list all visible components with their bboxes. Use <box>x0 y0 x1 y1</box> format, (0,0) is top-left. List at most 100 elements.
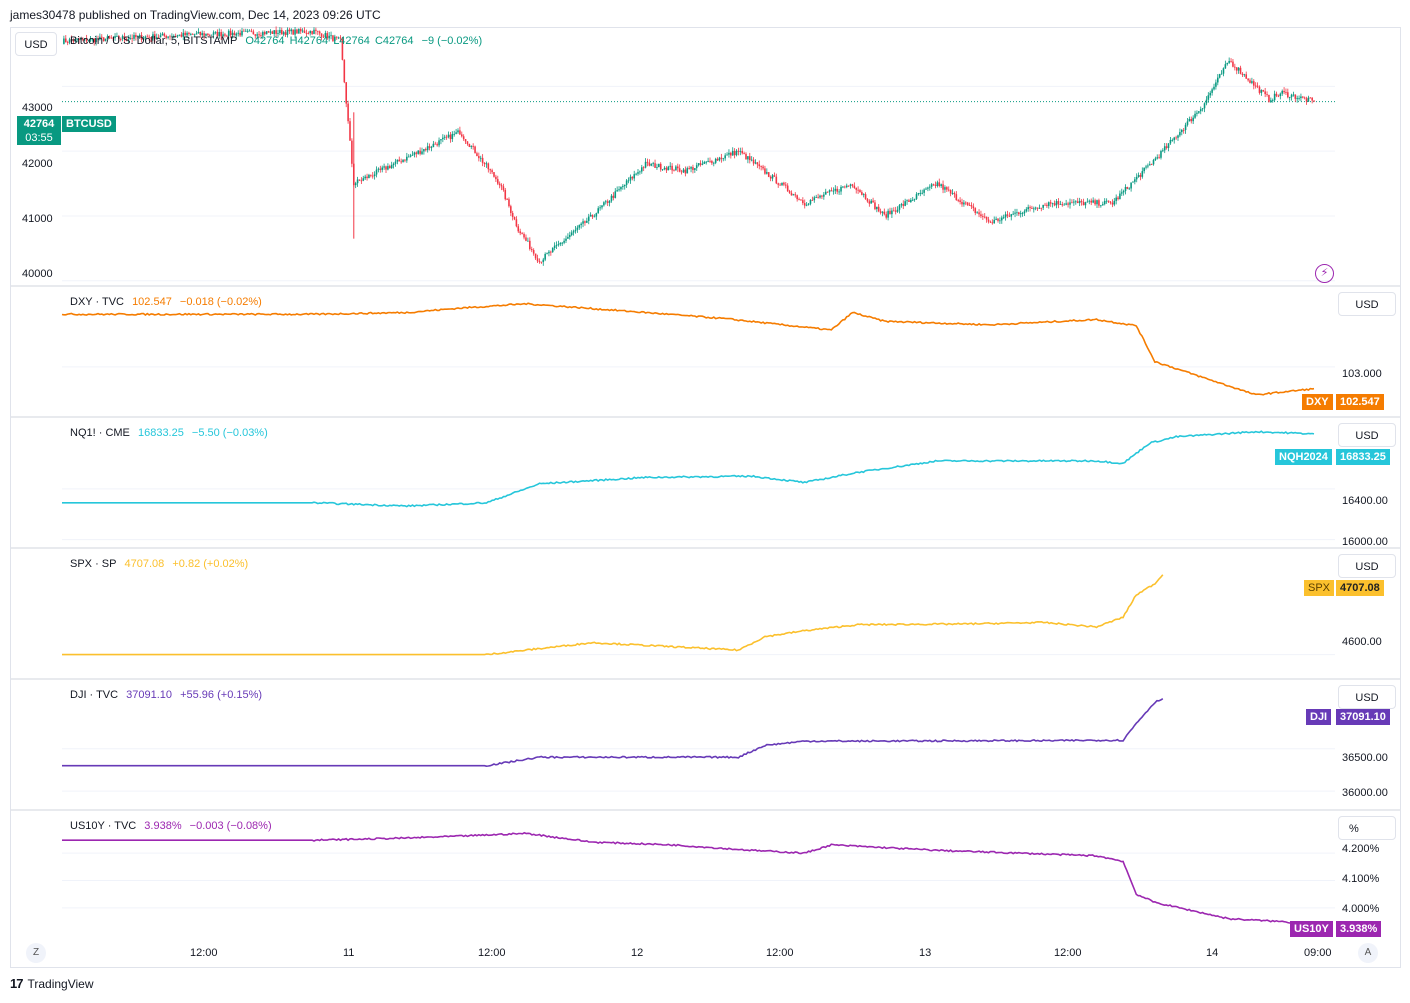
btc-candle <box>745 153 747 160</box>
btc-candle <box>383 166 385 168</box>
dji-currency-button[interactable]: USD <box>1338 685 1396 709</box>
btc-currency-button[interactable]: USD <box>15 32 57 56</box>
btc-candle <box>368 174 370 179</box>
btc-candle <box>1230 61 1232 62</box>
btc-candle <box>828 190 831 193</box>
grid-lines <box>62 85 1335 909</box>
btc-candle <box>370 174 372 176</box>
btc-candle <box>1019 213 1022 215</box>
btc-candle <box>557 244 560 246</box>
btc-candle <box>826 191 829 193</box>
btc-candle <box>542 259 545 263</box>
btc-candle <box>997 218 999 221</box>
btc-candle <box>1165 146 1168 148</box>
xtick-label: 12 <box>631 947 644 959</box>
btc-candle <box>424 149 427 151</box>
btc-candle <box>299 29 302 32</box>
btc-candle <box>1188 118 1191 122</box>
btc-candle <box>1018 212 1020 215</box>
btc-candle <box>476 153 478 157</box>
btc-candle <box>426 146 429 151</box>
btc-candle <box>1046 204 1048 206</box>
btc-candle <box>891 210 893 215</box>
spx-currency-button[interactable]: USD <box>1338 554 1396 578</box>
btc-candle <box>783 182 785 185</box>
btc-candle <box>226 35 228 37</box>
btc-candle <box>237 32 240 34</box>
btc-candle <box>823 194 825 197</box>
btc-candle <box>898 205 901 210</box>
dxy-currency-button[interactable]: USD <box>1338 292 1396 316</box>
btc-candle <box>951 192 954 194</box>
zoom-reset-button[interactable]: Z <box>26 943 46 963</box>
us10y-price-tag: 3.938% <box>1336 921 1382 937</box>
btc-candle <box>136 36 139 38</box>
btc-candle <box>1302 96 1304 98</box>
btc-candle <box>1145 166 1147 168</box>
btc-candle <box>900 204 903 206</box>
btc-candle <box>91 38 94 40</box>
btc-candle <box>322 36 325 38</box>
dji-legend[interactable]: DJI · TVC 37091.10 +55.96 (+0.15%) <box>70 688 267 702</box>
btc-candle <box>203 33 205 36</box>
btc-candle <box>597 208 600 214</box>
btc-candle <box>836 188 839 192</box>
btc-candle <box>629 176 632 181</box>
btc-candle <box>174 36 177 37</box>
btc-candle <box>985 216 988 220</box>
btc-candle <box>307 33 310 34</box>
btc-candle <box>165 35 168 38</box>
xtick-label: 14 <box>1206 947 1219 959</box>
btc-candle <box>411 154 414 156</box>
btc-candle <box>982 216 984 217</box>
us10y-legend[interactable]: US10Y · TVC 3.938% −0.003 (−0.08%) <box>70 819 277 833</box>
btc-candle <box>1065 203 1067 205</box>
btc-candle <box>279 29 281 34</box>
btc-candle <box>796 195 798 200</box>
btc-candle <box>119 39 122 40</box>
btc-candle <box>100 36 103 38</box>
btc-candle <box>224 34 226 36</box>
btc-candle <box>402 159 404 163</box>
spx-legend[interactable]: SPX · SP 4707.08 +0.82 (+0.02%) <box>70 557 253 571</box>
dxy-legend[interactable]: DXY · TVC 102.547 −0.018 (−0.02%) <box>70 295 267 309</box>
btc-candle <box>845 185 848 188</box>
btc-close: C42764 <box>374 35 414 47</box>
btc-candle <box>269 31 272 33</box>
btc-candle <box>396 159 399 162</box>
btc-candle <box>184 32 186 36</box>
dji-title: DJI · TVC <box>70 689 119 701</box>
nq-legend[interactable]: NQ1! · CME 16833.25 −5.50 (−0.03%) <box>70 426 273 440</box>
btc-candle <box>784 184 787 186</box>
btc-candle <box>1096 200 1098 205</box>
dji-symbol-tag: DJI <box>1306 709 1332 725</box>
btc-legend[interactable]: Bitcoin / U.S. Dollar, 5, BITSTAMP O4276… <box>70 34 487 48</box>
btc-candle <box>769 176 772 179</box>
us10y-unit-button[interactable]: % <box>1338 816 1396 840</box>
btc-candle <box>767 172 770 177</box>
btc-candle <box>1171 139 1174 141</box>
btc-candle <box>178 34 181 36</box>
btc-candle <box>752 159 755 164</box>
btc-candle <box>999 220 1001 222</box>
auto-scale-button[interactable]: A <box>1358 943 1378 963</box>
btc-candle <box>1232 61 1234 67</box>
btc-candle <box>809 199 812 204</box>
btc-candle <box>1143 167 1145 172</box>
lightning-icon[interactable]: ⚡ <box>1315 264 1334 283</box>
btc-candle <box>913 198 916 200</box>
btc-candle <box>936 182 939 186</box>
nq-currency-button[interactable]: USD <box>1338 423 1396 447</box>
btc-candle <box>1309 97 1312 99</box>
btc-candle <box>574 229 577 232</box>
btc-candle <box>707 160 709 162</box>
dji-price-tag: 37091.10 <box>1336 709 1390 725</box>
tradingview-logo[interactable]: 17 TradingView <box>10 976 94 991</box>
btc-candle <box>1167 143 1170 148</box>
btc-candle <box>591 214 594 217</box>
btc-candle <box>265 31 268 35</box>
btc-candle <box>883 211 886 215</box>
btc-candle <box>559 243 562 245</box>
btc-candle <box>1103 200 1106 205</box>
